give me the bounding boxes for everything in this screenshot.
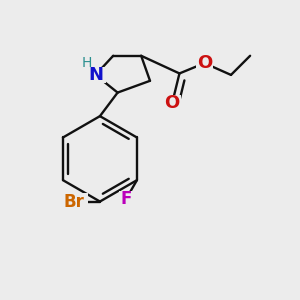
FancyBboxPatch shape bbox=[80, 57, 93, 70]
FancyBboxPatch shape bbox=[163, 95, 181, 112]
Text: H: H bbox=[82, 56, 92, 70]
Text: N: N bbox=[88, 66, 103, 84]
Text: O: O bbox=[197, 54, 212, 72]
FancyBboxPatch shape bbox=[119, 191, 134, 206]
Text: F: F bbox=[121, 190, 132, 208]
FancyBboxPatch shape bbox=[196, 55, 213, 71]
Text: Br: Br bbox=[63, 193, 84, 211]
Text: O: O bbox=[164, 94, 180, 112]
FancyBboxPatch shape bbox=[59, 193, 88, 210]
FancyBboxPatch shape bbox=[85, 67, 106, 83]
